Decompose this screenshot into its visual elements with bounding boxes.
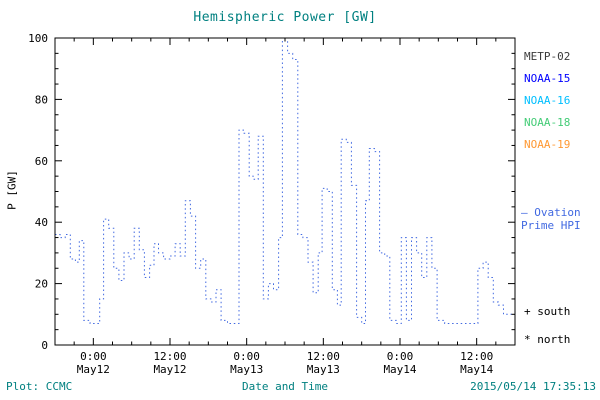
svg-text:12:00: 12:00 — [307, 350, 340, 363]
x-axis-label: Date and Time — [241, 380, 329, 393]
plot-timestamp: 2015/05/14 17:35:13 — [470, 380, 596, 393]
svg-text:12:00: 12:00 — [460, 350, 493, 363]
svg-text:40: 40 — [35, 216, 48, 229]
legend-item-noaa16: NOAA-16 — [524, 94, 571, 107]
legend-item-noaa19: NOAA-19 — [524, 138, 571, 151]
svg-text:May14: May14 — [460, 363, 493, 376]
svg-text:May14: May14 — [383, 363, 416, 376]
legend-south-marker: + south — [524, 305, 571, 318]
plot-source-label: Plot: CCMC — [6, 380, 73, 393]
svg-text:100: 100 — [28, 32, 48, 45]
svg-text:20: 20 — [35, 278, 48, 291]
svg-text:May12: May12 — [77, 363, 110, 376]
legend-item-metp02: METP-02 — [524, 50, 571, 63]
svg-text:12:00: 12:00 — [153, 350, 186, 363]
legend-north-marker: * north — [524, 333, 571, 346]
legend-ovation-line1: – Ovation — [521, 206, 581, 219]
svg-text:0:00: 0:00 — [387, 350, 414, 363]
svg-text:0:00: 0:00 — [80, 350, 107, 363]
svg-text:May12: May12 — [153, 363, 186, 376]
svg-text:0: 0 — [41, 339, 48, 352]
svg-text:80: 80 — [35, 93, 48, 106]
svg-text:May13: May13 — [230, 363, 263, 376]
legend-item-noaa18: NOAA-18 — [524, 116, 571, 129]
legend-ovation-prime-hpi: – Ovation Prime HPI — [521, 206, 581, 232]
svg-text:0:00: 0:00 — [233, 350, 260, 363]
chart-title: Hemispheric Power [GW] — [193, 10, 377, 25]
legend-item-noaa15: NOAA-15 — [524, 72, 571, 85]
y-axis-label: P [GW] — [5, 170, 19, 210]
svg-text:60: 60 — [35, 155, 48, 168]
svg-text:May13: May13 — [307, 363, 340, 376]
legend-ovation-line2: Prime HPI — [521, 219, 581, 232]
